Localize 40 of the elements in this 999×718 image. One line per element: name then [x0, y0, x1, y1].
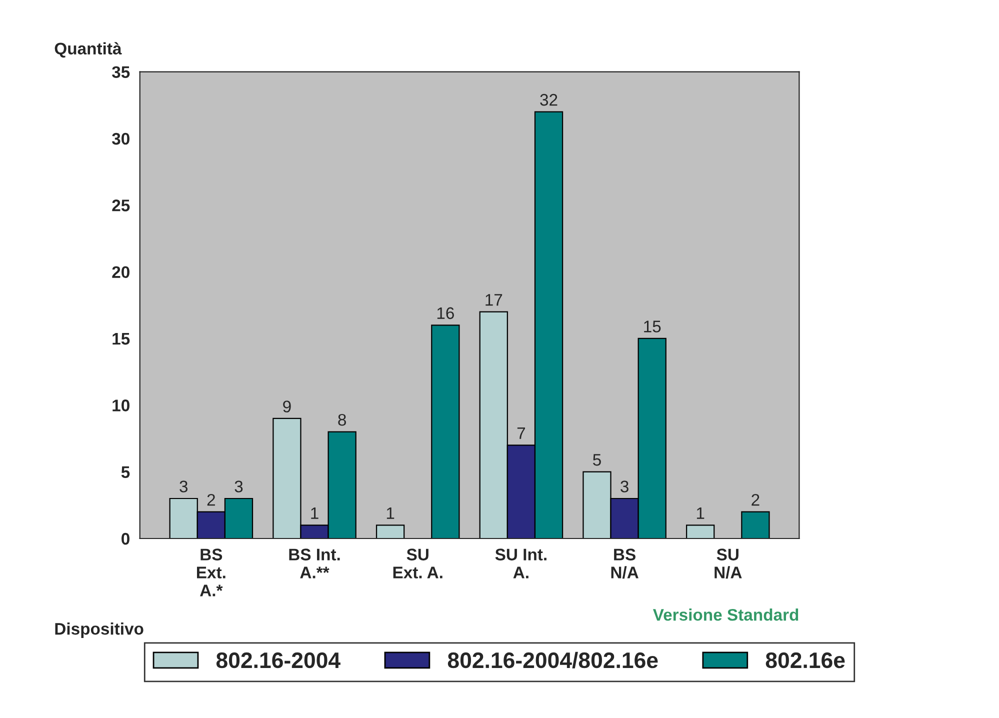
y-tick-label: 30: [112, 132, 130, 145]
data-label: 1: [696, 507, 704, 519]
data-label: 17: [486, 294, 502, 306]
data-label: 32: [540, 94, 558, 106]
y-tick-label: 5: [121, 466, 130, 478]
data-label: 8: [338, 414, 346, 426]
text: Versione Standard: [652, 608, 798, 621]
data-label: 2: [752, 494, 760, 506]
legend-label: 802.16-2004: [216, 652, 340, 668]
data-label: 16: [437, 307, 454, 320]
legend-label: 802.16-2004/802.16e: [448, 652, 658, 668]
data-label: 3: [234, 480, 243, 492]
y-tick-label: 20: [112, 266, 130, 278]
y-tick-label: 35: [112, 66, 130, 78]
data-label: 7: [517, 427, 525, 439]
x-tick-label: SU Int. A.: [495, 548, 546, 578]
y-tick-label: 25: [112, 200, 130, 212]
y-tick-label: 0: [122, 532, 130, 545]
y-tick-label: 15: [112, 333, 130, 345]
bar: [741, 511, 770, 538]
y-tick-label: 10: [112, 400, 130, 412]
x-axis-title: Dispositivo: [55, 622, 144, 638]
data-label: 3: [620, 480, 628, 492]
data-label: 15: [644, 320, 661, 332]
bar: [376, 524, 405, 538]
bar: [686, 524, 715, 538]
x-tick-label: BS Int. A.**: [289, 548, 340, 578]
data-label: 1: [311, 507, 318, 519]
data-label: 2: [207, 494, 215, 506]
bar: [431, 324, 460, 538]
data-label: 9: [283, 400, 291, 412]
data-label: 3: [180, 480, 188, 492]
data-label: 5: [593, 454, 601, 466]
x-tick-label: SU Ext. A.: [393, 548, 442, 578]
x-tick-label: SU N/A: [714, 548, 742, 579]
data-label: 1: [386, 507, 394, 519]
y-axis-title: Quantità: [54, 42, 122, 58]
x-tick-label: BS N/A: [611, 548, 638, 579]
x-tick-label: BS Ext. A.*: [197, 548, 226, 596]
legend-label: 802.16e: [766, 652, 845, 668]
